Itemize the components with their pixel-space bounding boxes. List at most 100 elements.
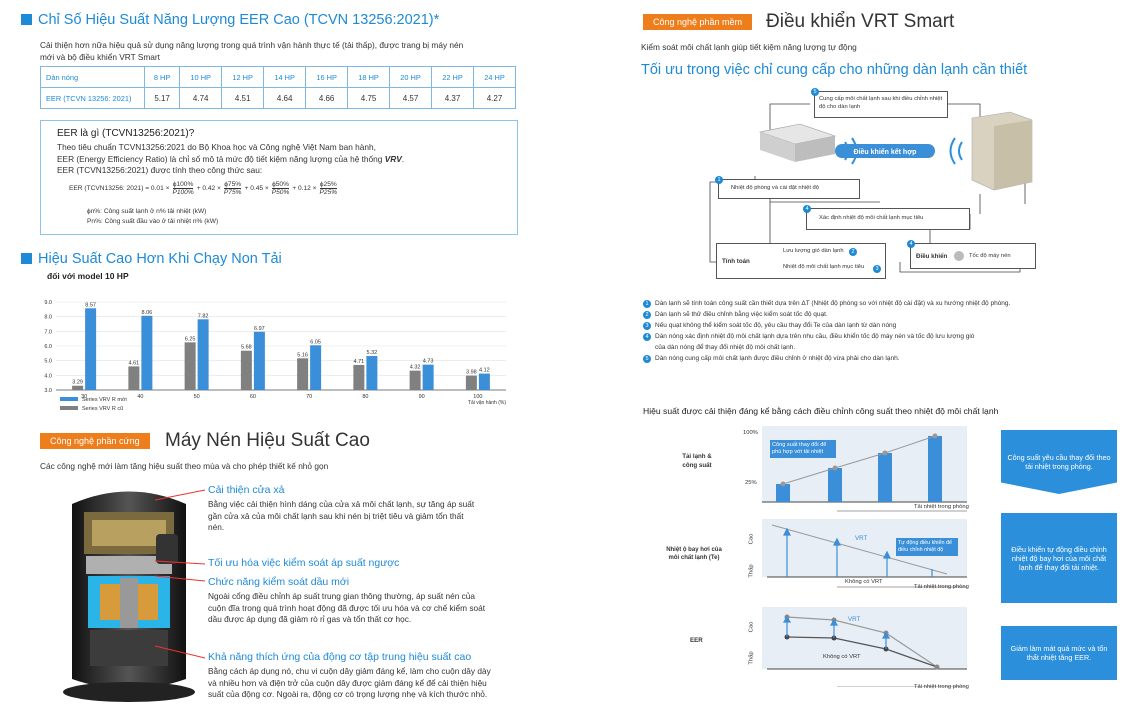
eer-table: Dàn nóng 8 HP 10 HP 12 HP 14 HP 16 HP 18 HP 20 … <box>40 66 516 109</box>
table-cell: 4.64 <box>263 87 307 109</box>
x-tick-label: 100 <box>473 394 482 400</box>
data-label: 4.73 <box>423 359 434 365</box>
table-header: 16 HP <box>305 66 349 88</box>
data-label: 3.29 <box>72 380 83 386</box>
eer-info-box: EER là gì (TCVN13256:2021)? Theo tiêu ch… <box>40 120 518 235</box>
c2-hi: Cao <box>748 533 755 545</box>
data-label: 4.32 <box>410 365 421 371</box>
table-cell: 4.75 <box>347 87 391 109</box>
y-tick-label: 3.0 <box>44 388 52 394</box>
c1-note: Công suất thay đổi để phù hợp với tải nh… <box>770 440 836 458</box>
data-label: 4.12 <box>479 368 490 374</box>
x-tick-label: 80 <box>362 394 368 400</box>
callout-lines <box>154 489 206 659</box>
x-axis-label: Tải vận hành (%) <box>468 400 506 406</box>
software-badge-wrap: Công nghệ phần mềm <box>643 14 753 30</box>
compressor-image <box>63 491 195 702</box>
y-tick-label: 7.0 <box>44 329 52 335</box>
comp-subtitle: Các công nghệ mới làm tăng hiệu suất the… <box>40 461 329 471</box>
capacity-bar <box>828 468 842 502</box>
info-title: EER là gì (TCVN13256:2021)? <box>57 128 195 139</box>
bar-old <box>240 350 252 390</box>
data-label: 5.68 <box>241 345 252 351</box>
capacity-bar <box>878 453 892 502</box>
bar-old <box>353 364 365 390</box>
bar-new <box>310 345 322 390</box>
bar-old <box>72 385 84 390</box>
table-cell: 4.37 <box>431 87 474 109</box>
x-tick-label: 40 <box>137 394 143 400</box>
y-tick-label: 8.0 <box>44 315 52 321</box>
bar-new <box>366 355 378 390</box>
bar-old <box>128 366 140 390</box>
eer-compare-chart <box>762 607 967 687</box>
vrt-heading: Tối ưu trong việc chỉ cung cấp cho những… <box>641 62 1028 78</box>
capacity-bar <box>776 484 790 502</box>
table-header: 8 HP <box>143 66 181 88</box>
comp-title: Máy Nén Hiệu Suất Cao <box>165 430 370 451</box>
c1-ymin: 25% <box>745 480 757 486</box>
table-cell: 5.17 <box>143 87 181 109</box>
eff-title: Hiệu suất được cải thiện đáng kể bằng cá… <box>643 406 999 416</box>
legend-swatch-new <box>60 397 78 401</box>
eer-formula: EER (TCVN13256: 2021) = 0.01 × ɸ100% P100… <box>69 181 338 196</box>
c1-xlabel: Tải nhiệt trong phòng <box>914 504 969 510</box>
eer-intro: Cải thiện hơn nữa hiệu quả sử dụng năng … <box>40 40 464 62</box>
bar-old <box>297 358 309 390</box>
feature-4: Khả năng thích ứng của động cơ tập trung… <box>208 651 491 699</box>
panel-capacity: Công suất yêu cầu thay đổi theo tải nhiệ… <box>1001 430 1117 494</box>
table-cell: 4.51 <box>221 87 265 109</box>
c2-lo: Thấp <box>748 564 755 578</box>
formula-defs: ɸn%: Công suất lạnh ở n% tải nhiệt (kW) … <box>87 208 219 225</box>
table-cell: 4.27 <box>473 87 516 109</box>
compressor-speed-icon <box>954 251 964 261</box>
c2-label: Nhiệt ộ bay hơi của môi chất lạnh (Te) <box>666 547 722 561</box>
capacity-chart <box>762 426 967 512</box>
title-marker-icon <box>21 14 32 25</box>
legend-old: Series VRV R cũ <box>82 406 123 412</box>
comp-badge-wrap: Công nghệ phần cứng <box>40 433 150 449</box>
c3-label: EER <box>690 637 703 644</box>
calc-box: Tính toán Lưu lượng gió dàn lạnh 2 Nhiệt … <box>716 243 886 279</box>
x-tick-label: 90 <box>419 394 425 400</box>
table-header: 20 HP <box>389 66 433 88</box>
bar-old <box>409 370 421 390</box>
table-header: 10 HP <box>179 66 223 88</box>
legend-swatch-old <box>60 406 78 410</box>
c3-vrt: VRT <box>848 616 861 623</box>
data-label: 5.16 <box>297 352 308 358</box>
step4-target-box: 4 Xác định nhiệt độ môi chất lạnh mục tiê… <box>803 205 970 230</box>
perf-subtitle: đối với model 10 HP <box>47 271 129 281</box>
x-tick-label: 60 <box>250 394 256 400</box>
control-box: 4 Điều khiển Tốc độ máy nén <box>907 240 1036 269</box>
c3-lo: Thấp <box>748 651 755 665</box>
y-tick-label: 4.0 <box>44 373 52 379</box>
c2-vrt: VRT <box>855 535 868 542</box>
panel-te: Điều khiển tự động điều chỉnh nhiệt độ b… <box>1001 513 1117 603</box>
c2-note: Tự động điều khiển để điều chỉnh nhiệt đ… <box>896 538 958 556</box>
data-label: 4.71 <box>354 359 365 365</box>
y-tick-label: 6.0 <box>44 344 52 350</box>
c1-label: Tải lạnh & công suất <box>682 453 712 469</box>
table-header: Dàn nóng <box>40 66 145 88</box>
bar-old <box>465 375 477 390</box>
data-label: 6.25 <box>185 336 196 342</box>
table-header: 12 HP <box>221 66 265 88</box>
bar-new <box>85 308 97 390</box>
data-label: 6.05 <box>310 339 321 345</box>
table-header: 22 HP <box>431 66 474 88</box>
table-cell: 4.66 <box>305 87 349 109</box>
c1-ymax: 100% <box>743 430 758 436</box>
data-label: 8.06 <box>142 310 153 316</box>
vrt-subtitle: Kiểm soát môi chất lạnh giúp tiết kiệm n… <box>641 42 857 52</box>
feature-2-title: Tối ưu hóa việc kiểm soát áp suất ngược <box>208 557 400 569</box>
c2-xlabel: Tải nhiệt trong phòng <box>914 584 969 590</box>
data-label: 7.82 <box>198 313 209 319</box>
data-label: 5.32 <box>367 350 378 356</box>
data-label: 3.98 <box>466 370 477 376</box>
panel-eer: Giảm làm mát quá mức và tổn thất nhiệt t… <box>1001 626 1117 680</box>
bar-old <box>184 342 196 390</box>
hardware-badge: Công nghệ phần cứng <box>40 433 150 449</box>
bar-new <box>197 319 209 390</box>
table-header: 14 HP <box>263 66 307 88</box>
